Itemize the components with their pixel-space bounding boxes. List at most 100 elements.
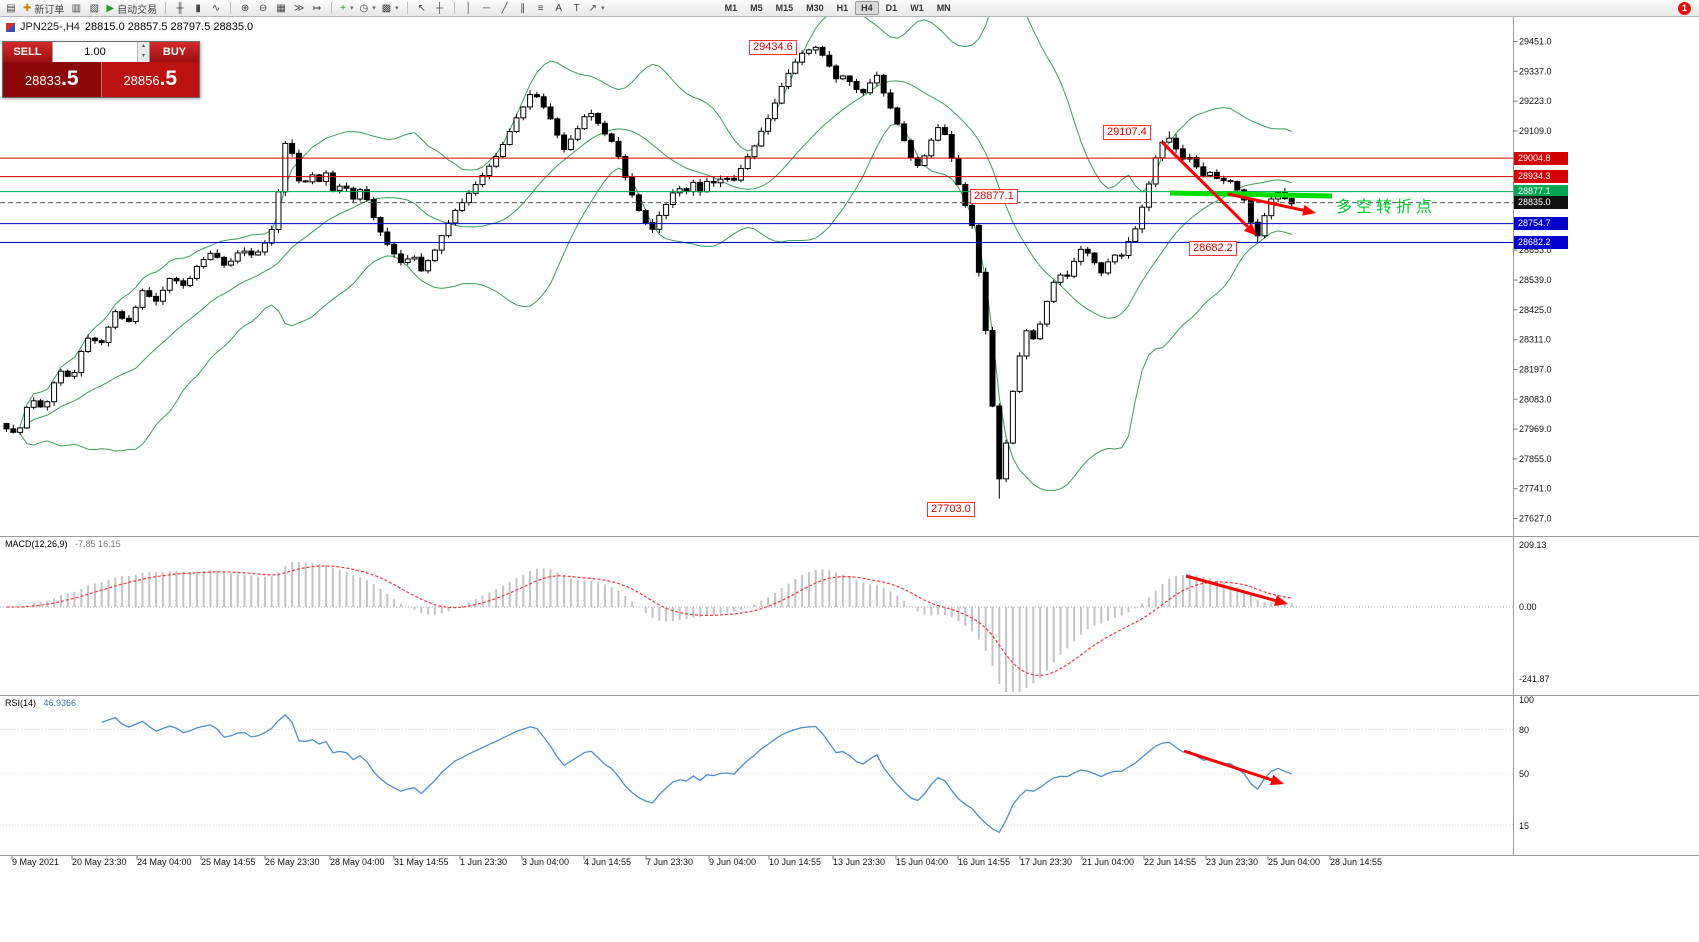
timeframe-d1[interactable]: D1 (885, 3, 898, 13)
chart-window-icon[interactable]: ▤ (6, 2, 16, 14)
navigator-icon[interactable]: ▧ (89, 2, 100, 14)
macd-down-arrow[interactable] (1185, 574, 1288, 606)
symbol-icon (6, 22, 15, 32)
trend-line-tool-icon[interactable]: ╱ (501, 2, 508, 14)
volume-up-button[interactable]: ▴ (138, 42, 149, 52)
price-tag-support-1: 28754.7 (1514, 217, 1568, 230)
market-watch-icon[interactable]: ▥ (71, 2, 82, 14)
buy-price[interactable]: 28856.5 (100, 62, 199, 97)
timeframe-w1[interactable]: W1 (910, 3, 924, 13)
horizontal-level-lines[interactable] (0, 157, 1514, 244)
macd-indicator-label: MACD(12,26,9) -7.85 16.15 (5, 539, 121, 549)
auto-trading-button[interactable]: ▶ 自动交易 (104, 1, 159, 16)
fibonacci-tool-icon[interactable]: ≡ (537, 2, 544, 14)
text-tool-icon[interactable]: A (555, 2, 562, 14)
one-click-trading-panel: SELL ▴ ▾ BUY 28833.5 28856.5 (2, 41, 200, 98)
svg-text:16 Jun 14:55: 16 Jun 14:55 (958, 857, 1010, 867)
top-toolbar: ▤ ✚ 新订单 ▥ ▧ ▶ 自动交易 ╫ ▮ ∿ ⊕ ⊖ ▦ ≫ ↦ + ▾ ◷… (0, 0, 1699, 17)
macd-signal-line (6, 565, 1292, 677)
timeframe-group: M1 M5 M15 M30 H1 H4 D1 W1 MN (719, 1, 957, 15)
svg-text:28 Jun 14:55: 28 Jun 14:55 (1330, 857, 1382, 867)
svg-text:15: 15 (1519, 821, 1529, 831)
price-breakout-arrow[interactable] (1227, 192, 1316, 216)
notification-badge[interactable]: 1 (1678, 1, 1691, 15)
price-callout-28682[interactable]: 28682.2 (1189, 241, 1237, 256)
chart-title: JPN225-,H4 28815.0 28857.5 28797.5 28835… (6, 21, 253, 33)
svg-text:7 Jun 23:30: 7 Jun 23:30 (646, 857, 693, 867)
zoom-in-icon[interactable]: ⊕ (240, 2, 250, 14)
candle-chart-icon[interactable]: ▮ (195, 2, 201, 14)
timeframe-m30[interactable]: M30 (806, 3, 824, 13)
svg-text:26 May 23:30: 26 May 23:30 (265, 857, 320, 867)
price-callout-28877[interactable]: 28877.1 (970, 189, 1018, 204)
price-tag-pivot: 28877.1 (1514, 185, 1568, 198)
chevron-down-icon: ▾ (395, 5, 399, 12)
crosshair-tool-icon[interactable]: ┼ (436, 2, 444, 14)
svg-text:3 Jun 04:00: 3 Jun 04:00 (522, 857, 569, 867)
timeframe-m1[interactable]: M1 (724, 3, 738, 13)
price-down-arrow[interactable] (1160, 140, 1257, 236)
line-chart-icon[interactable]: ∿ (211, 2, 221, 14)
svg-text:25 Jun 04:00: 25 Jun 04:00 (1268, 857, 1320, 867)
zoom-out-icon[interactable]: ⊖ (258, 2, 268, 14)
cursor-tool-icon[interactable]: ↖ (417, 2, 426, 14)
macd-name: MACD(12,26,9) (5, 539, 68, 549)
bar-chart-icon[interactable]: ╫ (176, 2, 184, 14)
price-tag-last-price: 28835.0 (1514, 196, 1568, 209)
price-callout-29434[interactable]: 29434.6 (749, 40, 797, 55)
svg-text:13 Jun 23:30: 13 Jun 23:30 (833, 857, 885, 867)
svg-text:4 Jun 14:55: 4 Jun 14:55 (584, 857, 631, 867)
chevron-down-icon: ▾ (349, 5, 354, 12)
toolbar-separator (230, 2, 232, 14)
svg-text:15 Jun 04:00: 15 Jun 04:00 (896, 857, 948, 867)
price-callout-29107[interactable]: 29107.4 (1103, 125, 1151, 140)
svg-text:24 May 04:00: 24 May 04:00 (137, 857, 192, 867)
svg-text:28653.0: 28653.0 (1519, 245, 1552, 255)
svg-text:100: 100 (1519, 695, 1534, 705)
text-label-tool-icon[interactable]: T (573, 2, 580, 14)
svg-text:209.13: 209.13 (1519, 540, 1547, 550)
sell-price[interactable]: 28833.5 (3, 62, 101, 97)
timeframe-m15[interactable]: M15 (775, 3, 794, 13)
volume-down-button[interactable]: ▾ (138, 52, 149, 62)
svg-text:22 Jun 14:55: 22 Jun 14:55 (1144, 857, 1196, 867)
timeframe-m5[interactable]: M5 (750, 3, 763, 13)
rsi-axis-labels: 100 80 50 15 (1519, 695, 1534, 831)
indicators-button[interactable]: + ▾ (338, 1, 355, 16)
tile-windows-icon[interactable]: ▦ (276, 2, 286, 14)
ohlc-values: 28815.0 28857.5 28797.5 28835.0 (84, 21, 254, 33)
new-order-button[interactable]: ✚ 新订单 (21, 1, 66, 16)
channel-tool-icon[interactable]: ∥ (520, 2, 526, 14)
periods-button[interactable]: ◷ ▾ (357, 1, 377, 16)
toolbar-separator (331, 2, 333, 14)
auto-scroll-icon[interactable]: ≫ (293, 2, 305, 14)
timeframe-h4[interactable]: H4 (855, 1, 879, 15)
time-axis-labels: 9 May 2021 20 May 23:30 24 May 04:00 25 May… (11, 855, 1382, 867)
turning-point-line[interactable] (1169, 190, 1333, 199)
price-tag-resistance-1: 29004.8 (1514, 152, 1568, 165)
macd-values: -7.85 16.15 (75, 539, 121, 549)
toolbar-separator (165, 2, 167, 14)
price-tag-support-2: 28682.2 (1514, 236, 1568, 249)
sell-button[interactable]: SELL (3, 42, 52, 62)
drawn-objects[interactable] (1160, 140, 1333, 786)
volume-input[interactable] (53, 42, 137, 62)
vertical-line-tool-icon[interactable]: │ (465, 2, 472, 14)
price-callout-27703[interactable]: 27703.0 (927, 502, 975, 517)
svg-text:27627.0: 27627.0 (1519, 514, 1552, 524)
horizontal-line-tool-icon[interactable]: ─ (483, 2, 491, 14)
timeframe-mn[interactable]: MN (936, 3, 951, 13)
volume-field: ▴ ▾ (52, 42, 150, 62)
turning-point-annotation[interactable]: 多空转折点 (1336, 199, 1437, 216)
arrow-tool-button[interactable]: ↗ ▾ (587, 1, 607, 16)
buy-button[interactable]: BUY (150, 42, 199, 62)
price-tag-resistance-2: 28934.3 (1514, 170, 1568, 183)
timeframe-h1[interactable]: H1 (836, 3, 849, 13)
sell-price-main: 28833 (24, 73, 62, 88)
svg-text:28311.0: 28311.0 (1519, 335, 1551, 345)
rsi-down-arrow[interactable] (1183, 749, 1284, 786)
macd-histogram (0, 562, 1514, 692)
templates-button[interactable]: ▩ ▾ (380, 1, 401, 16)
chart-shift-icon[interactable]: ↦ (312, 2, 322, 14)
